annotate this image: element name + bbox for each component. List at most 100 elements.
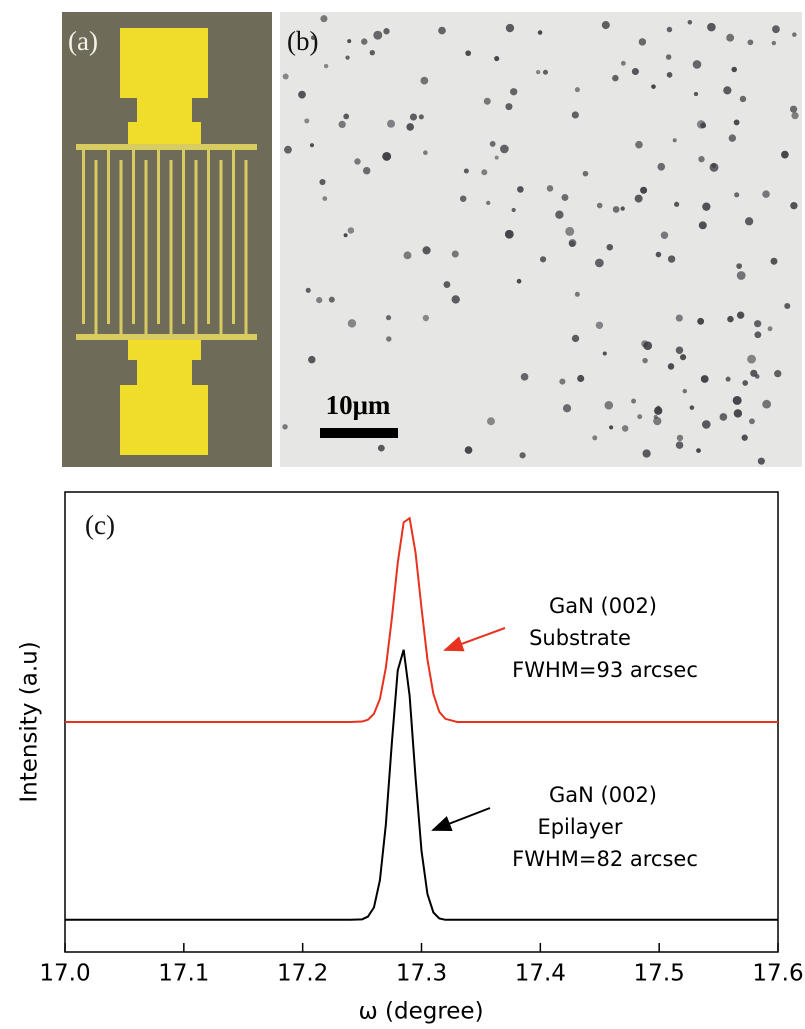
electrode-finger [119,160,123,334]
defect-dot [517,186,524,193]
defect-dot [343,113,350,120]
defect-dot [304,118,310,124]
defect-dot [700,375,709,383]
x-tick-label: 17.0 [39,961,90,987]
defect-dot [736,311,745,319]
x-axis-label: ω (degree) [358,999,483,1025]
defect-dot [744,217,754,226]
defect-dot [791,112,799,120]
defect-dot [665,54,672,60]
x-tick-label: 17.3 [396,961,447,987]
defect-dot [784,302,791,309]
defect-dot [731,66,737,73]
defect-dot [739,95,747,103]
defect-dot [463,168,469,174]
defect-dot [373,30,383,40]
defect-dot [725,376,731,382]
electrode-finger [144,160,148,334]
defect-dot [345,55,350,60]
defect-dot [789,105,798,113]
top-pad [120,28,208,146]
defect-dot [438,26,446,35]
annotation: GaN (002) [549,594,657,618]
defect-dot [749,418,755,425]
defect-dot [767,326,773,332]
defect-dot [382,151,392,161]
defect-dot [561,193,569,201]
defect-dot [601,21,610,30]
defect-dot [774,369,782,378]
defect-dot [520,373,529,381]
defect-dot [747,39,754,46]
defect-dot [577,374,585,383]
defect-dot [675,314,683,322]
defect-dot [386,336,392,342]
defect-dot [305,287,311,293]
top-bus [76,144,257,150]
defect-dot [693,91,699,97]
defect-dot [635,140,643,149]
defect-dot [568,239,577,247]
defect-dot [328,296,335,303]
defect-dot [736,271,746,280]
defect-dot [362,166,371,175]
defect-dot [298,90,306,99]
defect-dot [666,72,673,78]
defect-dot [489,141,496,147]
micrograph-background [280,12,802,467]
defect-dot [770,257,778,265]
defect-dot [792,32,797,37]
defect-dot [451,295,460,304]
panel-a: (a) [62,12,272,467]
defect-dot [582,170,589,177]
defect-dot [546,185,554,192]
scale-bar [320,428,398,438]
defect-dot [555,210,564,219]
defect-dot [486,200,491,206]
defect-dot [486,417,495,426]
defect-dot [338,120,346,129]
defect-dot [675,346,684,354]
defect-dot [323,63,329,69]
x-tick-label: 17.5 [634,961,685,987]
defect-dot [571,334,580,343]
defect-dot [696,120,706,129]
defect-dot [596,202,603,209]
defect-dot [781,150,789,159]
defect-dot [719,413,728,421]
defect-dot [542,69,548,75]
defect-dot [347,227,355,234]
defect-dot [741,434,748,441]
defect-dot [726,33,735,42]
defect-dot [284,145,292,154]
defect-dot [535,69,541,75]
defect-dot [320,15,328,23]
defect-dot [500,144,509,154]
defect-dot [631,398,637,404]
defect-dot [698,221,707,230]
defect-dot [483,97,491,105]
defect-dot [762,399,772,409]
defect-dot [319,178,326,186]
annotation: Substrate [529,626,631,650]
electrode-finger [169,160,173,334]
annotation-arrow [431,807,491,831]
defect-dot [754,331,762,339]
defect-dot [733,409,743,418]
panel-b: (b) 10μm [280,12,802,467]
electrode-finger [244,160,248,334]
bottom-pad [120,337,208,455]
defect-dot [494,155,499,160]
defect-dot [422,246,431,255]
x-tick-label: 17.6 [752,961,803,987]
defect-dot [772,25,780,34]
defect-dot [707,22,716,32]
defect-dot [559,378,566,385]
defect-dot [640,186,648,194]
electrode-finger [219,160,223,334]
defect-dot [697,317,705,325]
defect-dot [505,23,515,33]
annotation: Epilayer [537,815,622,839]
defect-dot [676,434,684,442]
defect-dot [595,321,604,329]
